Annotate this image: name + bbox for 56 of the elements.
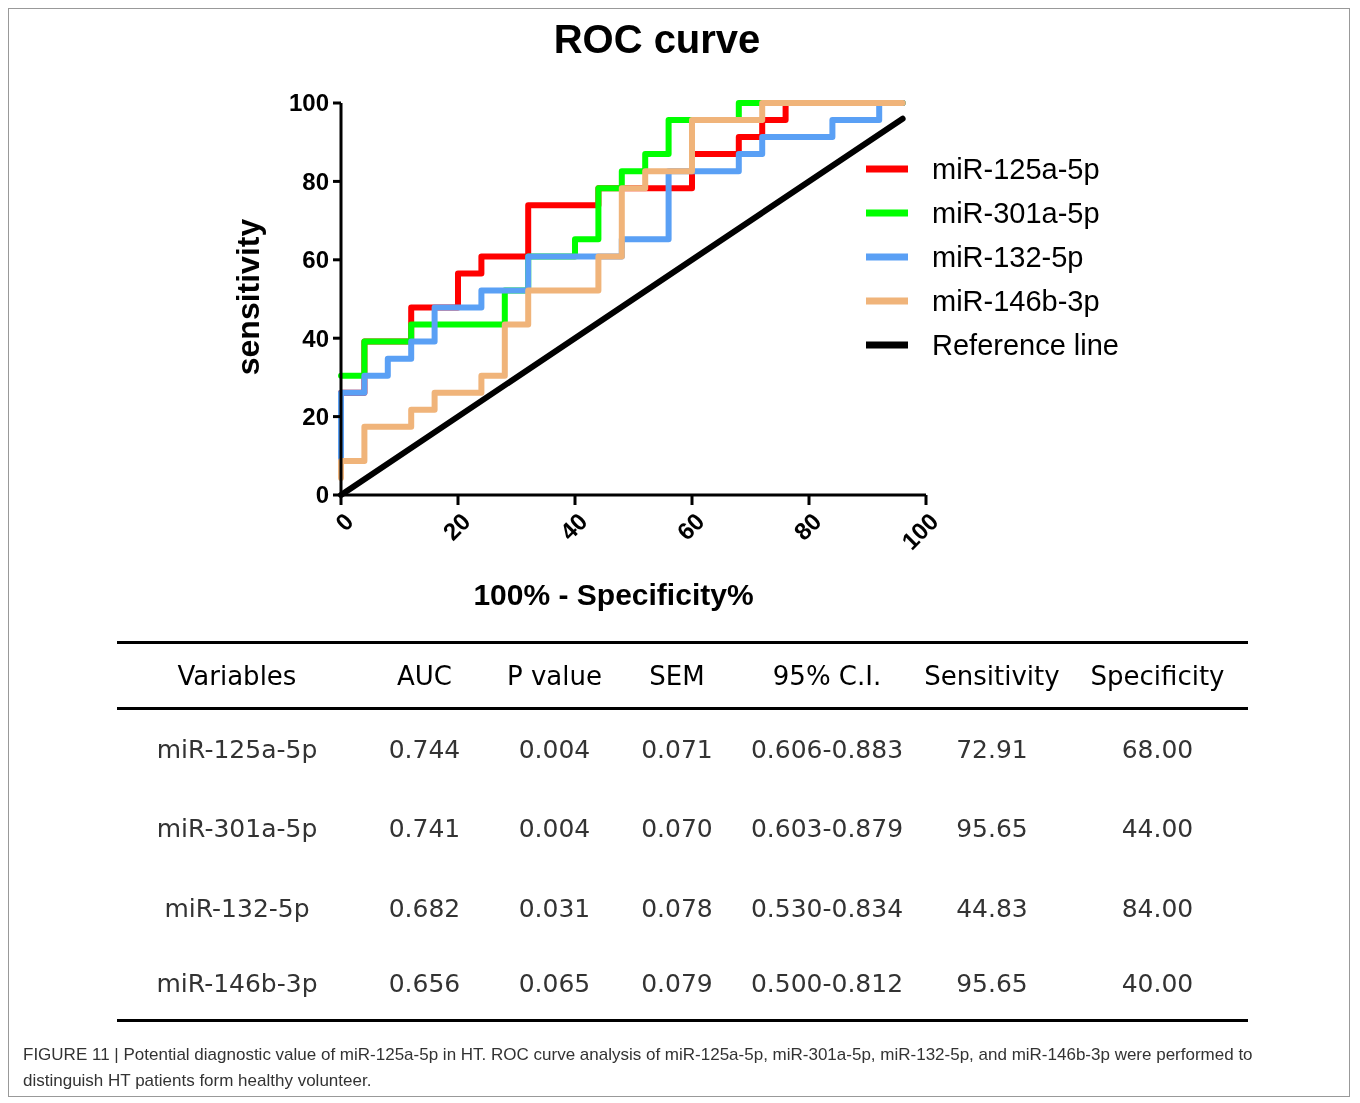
x-tick-label: 20 <box>437 507 476 546</box>
text: 44.83 <box>955 893 1029 925</box>
legend-label: miR-132-5p <box>932 241 1084 274</box>
text: 0.606-0.883 <box>749 733 905 766</box>
x-tick-label: 0 <box>329 507 359 536</box>
text: 95.65 <box>955 968 1029 1001</box>
text: miR-125a-5p <box>155 733 319 766</box>
legend-label: miR-125a-5p <box>932 153 1100 186</box>
y-tick-label: 60 <box>302 246 329 274</box>
legend-label: miR-146b-3p <box>932 285 1100 318</box>
text: 0.070 <box>640 813 714 845</box>
text: 0.078 <box>640 893 714 925</box>
text: 0.682 <box>387 893 462 925</box>
x-tick-label: 60 <box>671 507 710 546</box>
caption: FIGURE 11 | Potential diagnostic value of miR-125a-5p in HT. ROC curve analysis of miR-125a-5p, miR-301a-5p, miR-132-5p, and miR-146b-3p were performed to distinguish HT patients form healthy volunteer. <box>23 1044 1254 1092</box>
text: 44.00 <box>1120 813 1195 845</box>
text: AUC <box>396 659 453 693</box>
text: 84.00 <box>1120 893 1195 925</box>
text: 0.741 <box>387 813 462 845</box>
legend-label: Reference line <box>932 329 1119 362</box>
text: 68.00 <box>1120 733 1195 766</box>
text: 0.530-0.834 <box>749 893 905 925</box>
y-tick-label: 0 <box>315 481 329 509</box>
text: 0.004 <box>517 733 592 766</box>
y-tick-label: 100 <box>288 89 329 117</box>
text: 0.071 <box>640 733 714 766</box>
x-axis-title: 100% - Specificity% <box>473 578 754 611</box>
text: 72.91 <box>955 733 1029 766</box>
y-tick-label: 40 <box>302 324 329 352</box>
text: Sensitivity <box>923 659 1061 693</box>
x-tick-label: 40 <box>554 507 593 546</box>
text: SEM <box>648 659 706 693</box>
text: Variables <box>176 659 298 693</box>
text: Specificity <box>1089 659 1226 693</box>
text: 0.065 <box>517 968 592 1001</box>
text: P value <box>506 659 603 693</box>
text: miR-132-5p <box>163 893 311 925</box>
text: 0.079 <box>640 968 714 1001</box>
y-tick-label: 80 <box>302 167 329 195</box>
text: 0.603-0.879 <box>749 813 905 845</box>
x-tick-label: 100 <box>896 507 944 555</box>
chart-title: ROC curve <box>553 17 761 61</box>
text: miR-146b-3p <box>155 968 319 1001</box>
text: 95% C.I. <box>771 659 883 693</box>
y-axis-title: sensitivity <box>230 218 266 376</box>
legend-label: miR-301a-5p <box>932 197 1100 230</box>
text: 0.031 <box>517 893 592 925</box>
text: 0.744 <box>387 733 462 766</box>
x-tick-label: 80 <box>788 507 827 546</box>
text: 0.656 <box>387 968 462 1001</box>
text: 0.004 <box>517 813 592 845</box>
text: 40.00 <box>1120 968 1195 1001</box>
text: 0.500-0.812 <box>749 968 905 1001</box>
text: 95.65 <box>955 813 1029 845</box>
y-tick-label: 20 <box>302 403 329 430</box>
text: miR-301a-5p <box>155 813 319 845</box>
